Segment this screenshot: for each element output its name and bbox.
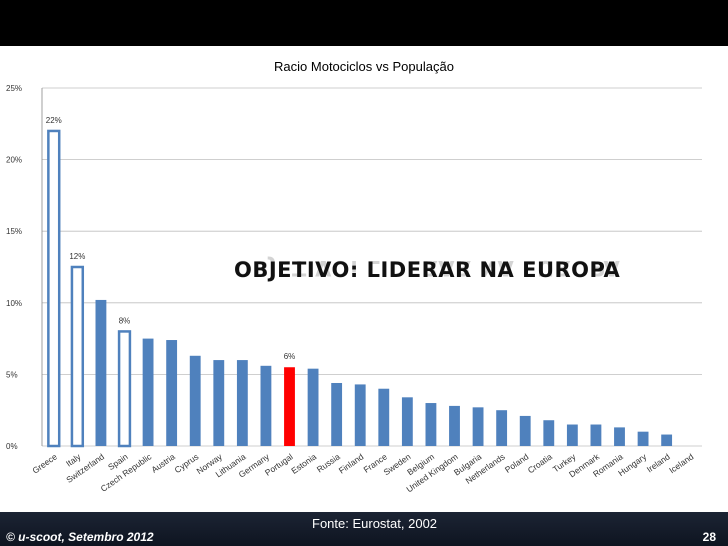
y-tick-label: 10% (6, 299, 22, 308)
bar-germany (260, 365, 272, 446)
data-label: 6% (284, 352, 296, 361)
bar-norway (213, 360, 225, 446)
x-tick-label: Croatia (526, 451, 554, 475)
objective-banner: OBJETIVO: LIDERAR NA EUROPA (234, 258, 621, 282)
bar-hungary (637, 431, 649, 446)
bar-greece (47, 129, 61, 448)
bar-netherlands (496, 410, 508, 446)
bar-cyprus (189, 355, 201, 446)
bar-austria (166, 340, 178, 446)
x-tick-label: Estonia (289, 451, 318, 476)
bar-denmark (590, 424, 602, 446)
chart-title: Racio Motociclos vs População (274, 59, 454, 74)
bar-turkey (566, 424, 578, 446)
bar-bulgaria (472, 407, 484, 446)
data-label: 22% (46, 116, 62, 125)
bar-spain (117, 330, 132, 448)
x-tick-label: Poland (503, 451, 531, 475)
source-note: Fonte: Eurostat, 2002 (312, 516, 438, 531)
bar-finland (354, 384, 366, 446)
x-tick-label: Austria (149, 451, 177, 475)
bar-sweden (401, 397, 413, 446)
bar-belgium (425, 403, 437, 446)
y-tick-label: 20% (6, 156, 22, 165)
footer-bar: © u-scoot, Setembro 2012 28 (0, 512, 728, 546)
bar-poland (519, 415, 531, 446)
top-bar (0, 0, 728, 46)
bar-lithuania (236, 360, 248, 446)
x-tick-label: Iceland (667, 451, 695, 475)
data-label: 8% (119, 316, 131, 325)
y-tick-label: 5% (6, 370, 18, 379)
bar-croatia (543, 420, 555, 446)
y-tick-label: 15% (6, 227, 22, 236)
bar-romania (614, 427, 625, 446)
bar-united-kingdom (449, 405, 460, 446)
bar-france (378, 388, 390, 446)
data-label: 12% (69, 252, 85, 261)
page-number: 28 (702, 530, 716, 544)
x-tick-label: Russia (315, 451, 342, 474)
bar-ireland (661, 434, 673, 446)
x-tick-label: Finland (337, 451, 366, 475)
y-tick-label: 0% (6, 442, 18, 451)
y-tick-label: 25% (6, 84, 22, 93)
x-tick-label: Ireland (645, 451, 672, 474)
footer-copyright: © u-scoot, Setembro 2012 (6, 530, 154, 544)
bar-switzerland (95, 299, 107, 446)
x-tick-label: Greece (30, 451, 59, 475)
bar-estonia (307, 368, 319, 446)
bar-russia (331, 382, 343, 446)
bar-italy (70, 265, 85, 448)
bar-czech-republic (142, 338, 154, 446)
bar-portugal (284, 367, 295, 446)
